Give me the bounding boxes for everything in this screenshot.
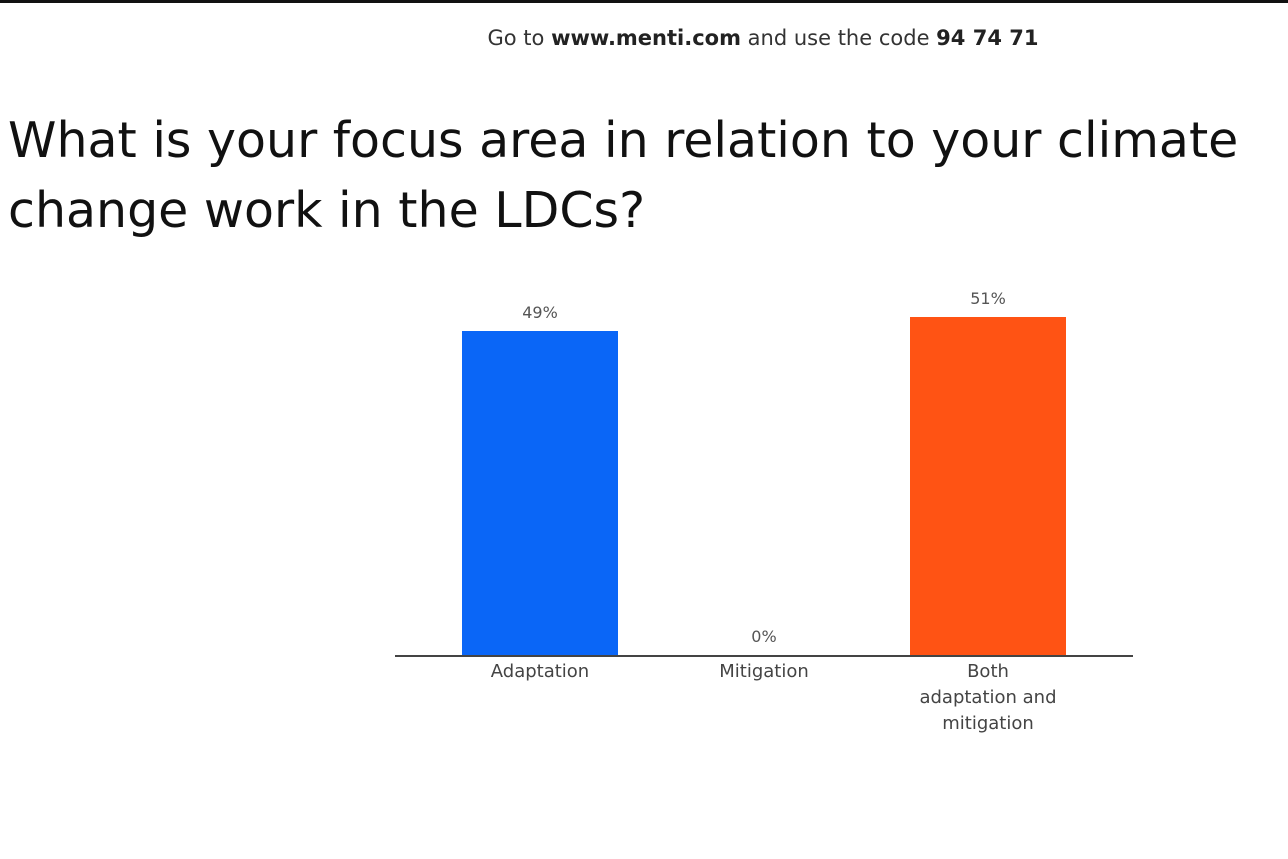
join-instruction: Go to www.menti.com and use the code 94 … [0,26,1288,50]
category-label: Both adaptation and mitigation [919,661,1057,734]
value-label: 0% [751,627,777,646]
bar [910,317,1066,655]
instruction-text: Go to [487,26,545,50]
value-label: 49% [522,302,558,322]
code: 94 74 71 [936,26,1039,50]
category-label: Mitigation [719,661,809,682]
top-bar [0,0,1288,3]
chart-title: What is your focus area in relation to y… [8,112,1239,239]
baseline [395,655,1133,657]
bar [462,330,618,655]
site: www.menti.com [551,26,741,50]
instruction-text: and use the code [747,26,930,50]
value-label: 51% [970,289,1006,309]
category-label: Adaptation [490,661,590,682]
